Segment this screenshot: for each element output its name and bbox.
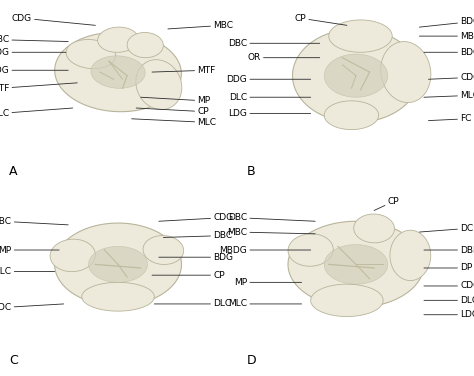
Polygon shape	[55, 32, 182, 112]
Polygon shape	[143, 236, 184, 264]
Polygon shape	[127, 32, 164, 58]
Polygon shape	[390, 230, 431, 280]
Text: OR: OR	[247, 53, 319, 62]
Polygon shape	[50, 239, 95, 271]
Text: MLC: MLC	[0, 267, 55, 276]
Text: MP: MP	[141, 96, 210, 105]
Text: DP: DP	[424, 264, 473, 273]
Text: C: C	[9, 354, 18, 367]
Text: BDG: BDG	[0, 48, 66, 57]
Text: DBC: DBC	[228, 39, 319, 48]
Text: MBDG: MBDG	[219, 246, 310, 255]
Polygon shape	[292, 29, 419, 122]
Text: MBC: MBC	[0, 217, 68, 226]
Text: BDG: BDG	[419, 17, 474, 27]
Polygon shape	[91, 56, 145, 88]
Text: CP: CP	[294, 14, 347, 25]
Text: DBC: DBC	[164, 231, 232, 240]
Polygon shape	[66, 39, 116, 69]
Text: DLC: DLC	[155, 299, 231, 308]
Text: MLC: MLC	[424, 91, 474, 100]
Text: DLC: DLC	[229, 93, 310, 102]
Polygon shape	[82, 282, 155, 311]
Text: DTF: DTF	[0, 83, 77, 93]
Text: DBC: DBC	[228, 213, 315, 222]
Text: FC: FC	[428, 114, 472, 123]
Text: BDG: BDG	[159, 253, 233, 262]
Text: MTF: MTF	[152, 66, 216, 75]
Text: DC: DC	[419, 224, 474, 233]
Text: A: A	[9, 165, 18, 178]
Polygon shape	[324, 54, 388, 97]
Text: LDG: LDG	[228, 109, 310, 118]
Polygon shape	[98, 27, 138, 52]
Text: DBC: DBC	[0, 35, 68, 44]
Text: CDG: CDG	[159, 213, 233, 222]
Text: DDG: DDG	[227, 75, 310, 84]
Text: D: D	[247, 354, 257, 367]
Text: MP: MP	[0, 246, 59, 255]
Text: MLC: MLC	[228, 299, 301, 308]
Polygon shape	[324, 245, 388, 284]
Text: DLC: DLC	[0, 108, 73, 118]
Text: MP: MP	[234, 278, 301, 287]
Text: LDG: LDG	[424, 310, 474, 319]
Text: MBC: MBC	[168, 21, 233, 30]
Text: CDG: CDG	[424, 282, 474, 291]
Polygon shape	[381, 42, 431, 103]
Text: DBDG: DBDG	[424, 246, 474, 255]
Polygon shape	[288, 221, 424, 308]
Polygon shape	[354, 214, 394, 243]
Text: CDG: CDG	[428, 73, 474, 82]
Polygon shape	[310, 284, 383, 317]
Text: CP: CP	[136, 107, 209, 116]
Text: MBC: MBC	[419, 32, 474, 41]
Text: B: B	[247, 165, 256, 178]
Text: BDG: BDG	[424, 48, 474, 57]
Text: CP: CP	[374, 197, 399, 211]
Text: DDG: DDG	[0, 66, 68, 75]
Polygon shape	[329, 20, 392, 52]
Text: CP: CP	[152, 271, 225, 280]
Text: MLC: MLC	[132, 118, 216, 127]
Text: DLC: DLC	[424, 296, 474, 305]
Text: CDG: CDG	[12, 14, 95, 25]
Polygon shape	[136, 60, 182, 110]
Text: LDC: LDC	[0, 303, 64, 312]
Polygon shape	[89, 246, 147, 282]
Polygon shape	[324, 101, 379, 130]
Polygon shape	[288, 234, 333, 266]
Polygon shape	[55, 223, 182, 306]
Text: MBC: MBC	[227, 227, 315, 237]
